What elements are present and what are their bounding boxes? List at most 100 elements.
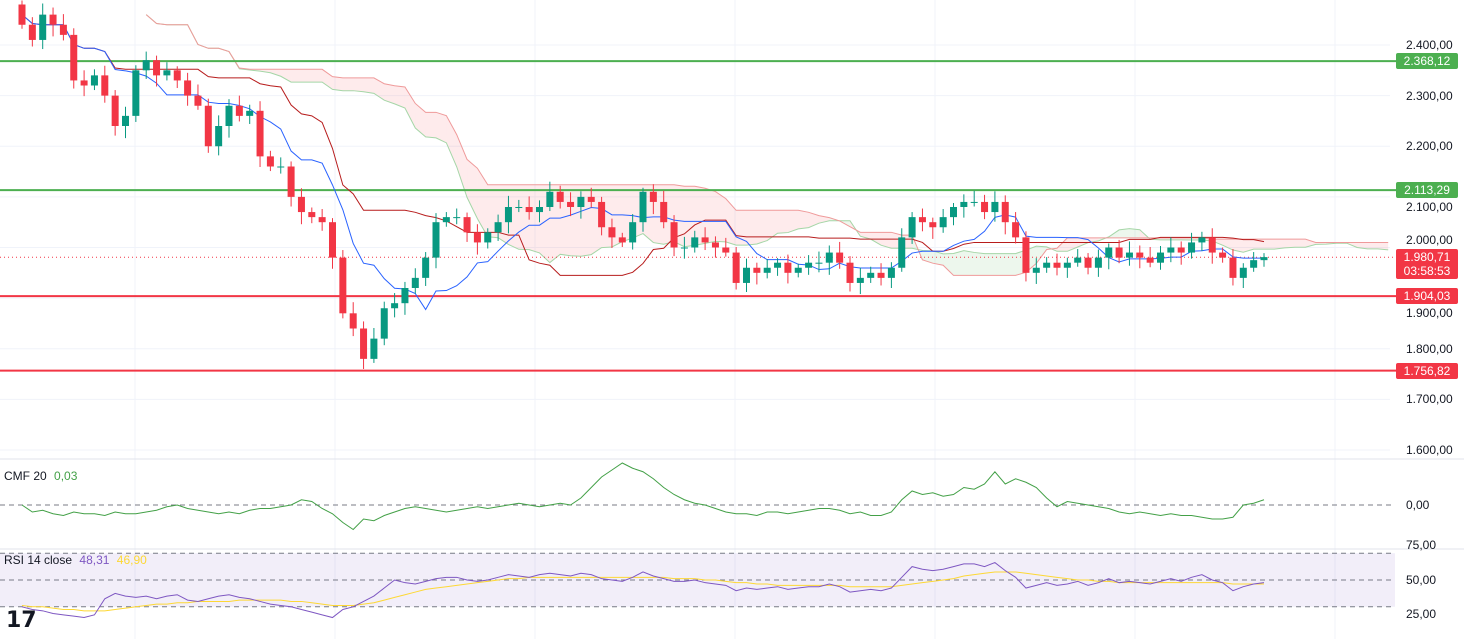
candle	[587, 196, 595, 202]
rsi-line	[21, 562, 1265, 619]
candle	[1177, 247, 1185, 253]
candle	[80, 80, 88, 86]
candle	[846, 262, 854, 283]
candle	[1125, 252, 1133, 258]
ichimoku-cloud	[736, 210, 747, 246]
candle	[711, 242, 719, 248]
ichimoku-cloud	[1057, 237, 1068, 252]
level-tag: 2.113,29	[1396, 182, 1458, 199]
candle	[153, 60, 161, 76]
candle	[1219, 252, 1227, 258]
ichimoku-cloud	[425, 112, 436, 138]
candle	[173, 70, 181, 81]
candle	[918, 217, 926, 223]
ichimoku-cloud	[1129, 228, 1140, 238]
base-line	[21, 14, 1265, 276]
ichimoku-cloud	[363, 77, 374, 94]
ichimoku-cloud	[570, 184, 581, 257]
candle	[525, 207, 533, 213]
candle	[142, 60, 150, 71]
candle	[90, 75, 98, 86]
candle	[329, 222, 336, 258]
candle	[111, 95, 119, 126]
candle	[1239, 267, 1247, 278]
candle	[660, 201, 668, 223]
candle	[18, 4, 26, 25]
rsi-ma-value: 46,90	[116, 553, 147, 567]
candle	[898, 237, 906, 268]
candle	[701, 237, 709, 243]
candle	[28, 24, 36, 40]
candle	[380, 308, 388, 339]
candle	[101, 75, 109, 96]
ichimoku-cloud	[280, 69, 292, 83]
last-price-tag: 1.980,71 03:58:53	[1396, 249, 1458, 280]
candle	[442, 217, 450, 223]
rsi-ma-line	[21, 571, 1264, 612]
ichimoku-cloud	[881, 232, 892, 249]
price-tick: 2.200,00	[1406, 139, 1453, 154]
candle	[1043, 262, 1051, 268]
candle	[39, 14, 47, 40]
price-tick: 2.000,00	[1406, 233, 1453, 248]
ichimoku-cloud	[384, 83, 395, 104]
candle	[318, 217, 326, 223]
candle	[774, 262, 782, 268]
ichimoku-cloud	[332, 76, 343, 91]
candle	[277, 166, 285, 168]
candle	[1074, 257, 1082, 263]
ichimoku-cloud	[1264, 239, 1275, 250]
candle	[1084, 257, 1092, 268]
level-tag: 2.368,12	[1396, 53, 1458, 70]
ichimoku-cloud	[322, 69, 333, 90]
candle	[805, 262, 813, 268]
ichimoku-cloud	[580, 184, 592, 257]
bar-countdown: 03:58:53	[1403, 264, 1451, 279]
candle	[856, 277, 864, 283]
candle	[360, 328, 368, 359]
ichimoku-cloud	[1119, 228, 1130, 238]
candle	[391, 303, 399, 309]
ichimoku-cloud	[1367, 242, 1378, 249]
last-price-label: 1.980,71	[1403, 250, 1451, 265]
ichimoku-cloud	[715, 191, 726, 242]
candle	[732, 252, 740, 283]
candle	[1260, 257, 1268, 261]
ichimoku-cloud	[932, 250, 944, 266]
candle	[246, 110, 254, 116]
rsi-tick-75: 75,00	[1406, 538, 1437, 552]
candle	[1094, 257, 1102, 268]
candle	[753, 267, 761, 273]
ichimoku-cloud	[922, 250, 933, 264]
ichimoku-cloud	[1274, 239, 1285, 250]
level-tag: 1.756,82	[1396, 362, 1458, 379]
ichimoku-cloud	[446, 115, 457, 167]
candle	[825, 252, 833, 263]
ichimoku-cloud	[1005, 253, 1016, 276]
rsi-legend: RSI 14 close 48,31 46,90	[4, 553, 147, 567]
cmf-line	[21, 462, 1265, 531]
ichimoku-cloud	[529, 184, 540, 253]
candle	[546, 191, 554, 207]
ichimoku-cloud	[394, 85, 405, 109]
price-tick: 2.100,00	[1406, 200, 1453, 215]
candle	[877, 272, 885, 278]
candle	[970, 201, 978, 203]
ichimoku-cloud	[1357, 242, 1368, 249]
candle	[401, 288, 409, 304]
candle	[297, 196, 305, 213]
candle	[204, 105, 212, 147]
ichimoku-cloud	[291, 69, 302, 83]
candle	[49, 14, 57, 25]
candle	[287, 166, 295, 197]
candle	[1115, 247, 1123, 258]
ichimoku-cloud	[974, 252, 985, 276]
candle	[649, 191, 657, 202]
candle	[1105, 247, 1113, 258]
ichimoku-cloud	[1295, 239, 1306, 248]
price-tick: 2.400,00	[1406, 38, 1453, 52]
candle	[887, 267, 895, 278]
rsi-title: RSI 14 close	[4, 553, 73, 567]
candle	[981, 201, 989, 213]
